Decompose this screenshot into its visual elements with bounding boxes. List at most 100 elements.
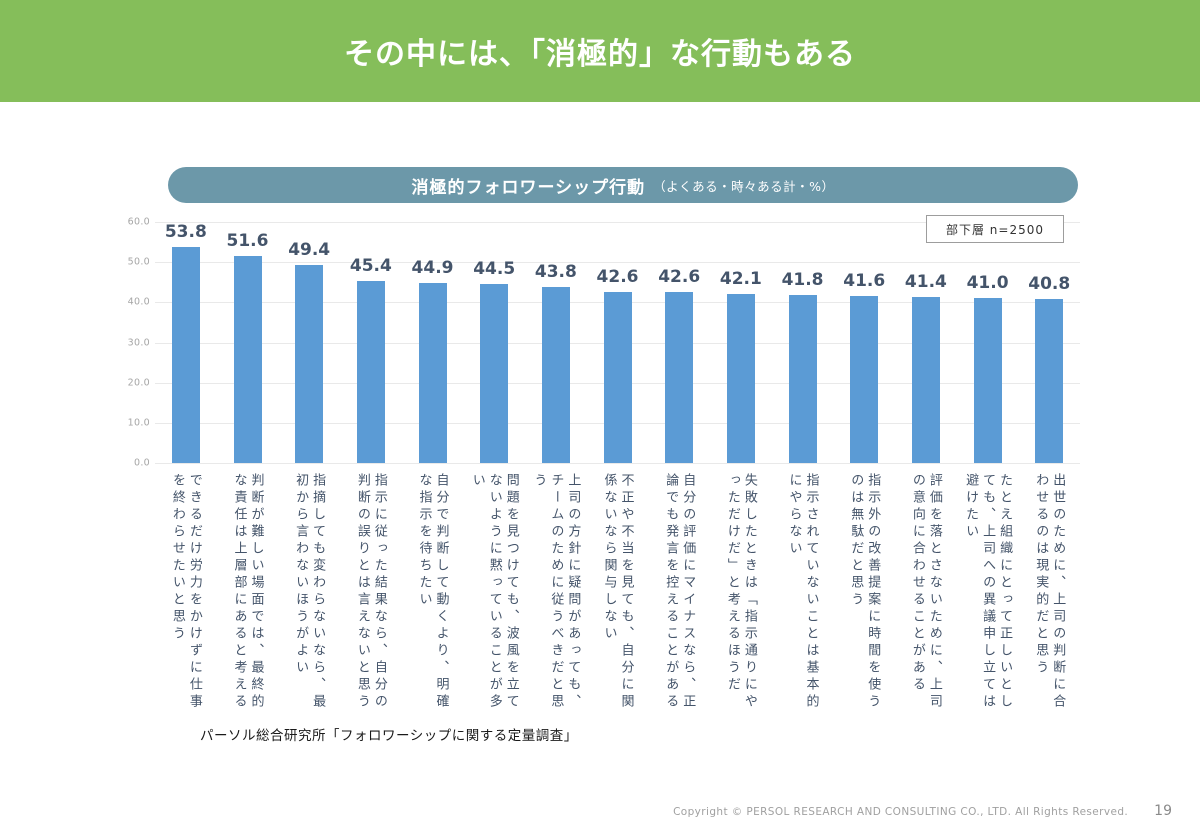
x-axis-label: 判断が難しい場面では、最終的な責任は上層部にあると考える bbox=[231, 473, 264, 711]
bar bbox=[171, 246, 200, 463]
x-axis-label: 指摘しても変わらないなら、最初から言わないほうがよい bbox=[293, 473, 326, 711]
copyright-text: Copyright © PERSOL RESEARCH AND CONSULTI… bbox=[673, 806, 1129, 818]
x-axis-label: 出世のために、上司の判断に合わせるのは現実的だと思う bbox=[1033, 473, 1066, 711]
y-tick-label: 0.0 bbox=[133, 457, 150, 469]
bar-column: 41.0 bbox=[957, 222, 1019, 463]
y-tick-label: 40.0 bbox=[127, 296, 150, 308]
x-axis-label-cell: 指示外の改善提案に時間を使うのは無駄だと思う bbox=[833, 473, 895, 729]
chart-subtitle: （よくある・時々ある計・%） bbox=[653, 178, 835, 194]
bar bbox=[911, 296, 940, 463]
bar-value-label: 42.1 bbox=[719, 268, 762, 289]
x-axis-labels: できるだけ労力をかけずに仕事を終わらせたいと思う 判断が難しい場面では、最終的な責… bbox=[155, 473, 1080, 729]
bar-column: 41.6 bbox=[833, 222, 895, 463]
bar bbox=[233, 255, 262, 463]
bar bbox=[418, 282, 447, 463]
x-axis-label-cell: 上司の方針に疑問があっても、チームのために従うべきだと思う bbox=[525, 473, 587, 729]
x-axis-label-cell: 指示に従った結果なら、自分の判断の誤りとは言えないと思う bbox=[340, 473, 402, 729]
y-tick-label: 30.0 bbox=[127, 337, 150, 348]
page-number: 19 bbox=[1154, 803, 1172, 819]
x-axis-label: たとえ組織にとって正しいとしても、上司への異議申し立ては避けたい bbox=[963, 473, 1013, 711]
bar-column: 44.5 bbox=[463, 222, 525, 463]
bar-value-label: 43.8 bbox=[534, 262, 577, 283]
x-axis-label: 自分で判断して動くより、明確な指示を待ちたい bbox=[416, 473, 449, 711]
legend-box: 部下層 n=2500 bbox=[926, 215, 1064, 243]
x-axis-label-cell: 指示されていないことは基本的にやらない bbox=[772, 473, 834, 729]
y-tick-label: 50.0 bbox=[127, 256, 150, 268]
bar-value-label: 53.8 bbox=[164, 221, 207, 242]
bar-value-label: 44.9 bbox=[411, 257, 454, 278]
x-axis-label: 指示に従った結果なら、自分の判断の誤りとは言えないと思う bbox=[354, 473, 387, 711]
bar-value-label: 42.6 bbox=[658, 266, 701, 287]
bar bbox=[973, 298, 1002, 463]
gridline bbox=[155, 222, 1080, 223]
bar-column: 53.8 bbox=[155, 222, 217, 463]
slide-title: その中には、「消極的」な行動もある bbox=[344, 37, 856, 72]
bar-column: 41.4 bbox=[895, 222, 957, 463]
x-axis-label-cell: たとえ組織にとって正しいとしても、上司への異議申し立ては避けたい bbox=[957, 473, 1019, 729]
bar bbox=[850, 295, 879, 463]
chart-title: 消極的フォロワーシップ行動 bbox=[411, 177, 646, 198]
bar-column: 44.9 bbox=[402, 222, 464, 463]
bar-column: 42.6 bbox=[587, 222, 649, 463]
bar bbox=[541, 287, 570, 463]
x-axis-label: 不正や不当を見ても、自分に関係ないなら関与しない bbox=[601, 473, 634, 711]
bar-column: 40.8 bbox=[1018, 222, 1080, 463]
bar bbox=[480, 284, 509, 463]
bar-column: 45.4 bbox=[340, 222, 402, 463]
bar-value-label: 44.5 bbox=[473, 259, 516, 280]
x-axis-label: 自分の評価にマイナスなら、正論でも発言を控えることがある bbox=[663, 473, 696, 711]
x-axis-label: 問題を見つけても、波風を立てないように黙っていることが多い bbox=[469, 473, 519, 711]
title-banner: その中には、「消極的」な行動もある bbox=[0, 0, 1200, 102]
y-tick-label: 60.0 bbox=[127, 216, 150, 228]
bar-column: 41.8 bbox=[772, 222, 834, 463]
x-axis-label: 指示外の改善提案に時間を使うのは無駄だと思う bbox=[848, 473, 881, 711]
bar-column: 51.6 bbox=[217, 222, 279, 463]
y-tick-label: 10.0 bbox=[127, 417, 150, 429]
bar-value-label: 49.4 bbox=[288, 239, 331, 260]
bar bbox=[726, 293, 755, 463]
x-axis-label-cell: できるだけ労力をかけずに仕事を終わらせたいと思う bbox=[155, 473, 217, 729]
legend-label: 部下層 n=2500 bbox=[945, 222, 1044, 237]
x-axis-label: 評価を落とさないために、上司の意向に合わせることがある bbox=[909, 473, 942, 711]
bar bbox=[1035, 299, 1064, 463]
bar-value-label: 41.6 bbox=[843, 270, 886, 291]
x-axis-label-cell: 評価を落とさないために、上司の意向に合わせることがある bbox=[895, 473, 957, 729]
bar bbox=[788, 295, 817, 463]
bar-value-label: 40.8 bbox=[1028, 274, 1071, 295]
x-axis-label-cell: 出世のために、上司の判断に合わせるのは現実的だと思う bbox=[1018, 473, 1080, 729]
gridline bbox=[155, 262, 1080, 264]
bar-column: 42.1 bbox=[710, 222, 772, 463]
chart-title-pill: 消極的フォロワーシップ行動 （よくある・時々ある計・%） bbox=[168, 167, 1078, 203]
bar bbox=[356, 280, 385, 463]
bar-value-label: 51.6 bbox=[226, 230, 269, 251]
footer: Copyright © PERSOL RESEARCH AND CONSULTI… bbox=[673, 803, 1172, 819]
x-axis-label-cell: 判断が難しい場面では、最終的な責任は上層部にあると考える bbox=[217, 473, 279, 729]
x-axis-label-cell: 問題を見つけても、波風を立てないように黙っていることが多い bbox=[463, 473, 525, 729]
x-axis-label: 指示されていないことは基本的にやらない bbox=[786, 473, 819, 711]
x-axis-label: 上司の方針に疑問があっても、チームのために従うべきだと思う bbox=[531, 473, 581, 711]
bar-value-label: 41.4 bbox=[904, 271, 947, 292]
x-axis-label-cell: 自分で判断して動くより、明確な指示を待ちたい bbox=[402, 473, 464, 729]
bar-value-label: 41.8 bbox=[781, 270, 824, 291]
y-tick-label: 20.0 bbox=[127, 377, 150, 389]
x-axis-label-cell: 指摘しても変わらないなら、最初から言わないほうがよい bbox=[278, 473, 340, 729]
gridline bbox=[155, 463, 1080, 464]
bar bbox=[665, 291, 694, 463]
plot-area: 0.0 10.0 20.0 30.0 40.0 50.0 60.0 53.8 51.6 49.4… bbox=[128, 217, 1080, 469]
x-axis-label-cell: 失敗したときは「指示通りにやっただけだ」と考えるほうだ bbox=[710, 473, 772, 729]
source-note: パーソル総合研究所「フォロワーシップに関する定量調査」 bbox=[200, 728, 578, 744]
x-axis-label-cell: 自分の評価にマイナスなら、正論でも発言を控えることがある bbox=[648, 473, 710, 729]
bar-value-label: 42.6 bbox=[596, 266, 639, 287]
bars: 53.8 51.6 49.4 45.4 44.9 44.5 43.8 42.6 42.6 42.1… bbox=[155, 222, 1080, 463]
bar-value-label: 45.4 bbox=[349, 255, 392, 276]
x-axis-label: 失敗したときは「指示通りにやっただけだ」と考えるほうだ bbox=[724, 473, 757, 711]
bar-column: 42.6 bbox=[648, 222, 710, 463]
bar-column: 43.8 bbox=[525, 222, 587, 463]
bar-column: 49.4 bbox=[278, 222, 340, 463]
x-axis-label-cell: 不正や不当を見ても、自分に関係ないなら関与しない bbox=[587, 473, 649, 729]
bar bbox=[295, 264, 324, 463]
bar-value-label: 41.0 bbox=[966, 273, 1009, 294]
x-axis-label: できるだけ労力をかけずに仕事を終わらせたいと思う bbox=[169, 473, 202, 711]
bar bbox=[603, 291, 632, 463]
